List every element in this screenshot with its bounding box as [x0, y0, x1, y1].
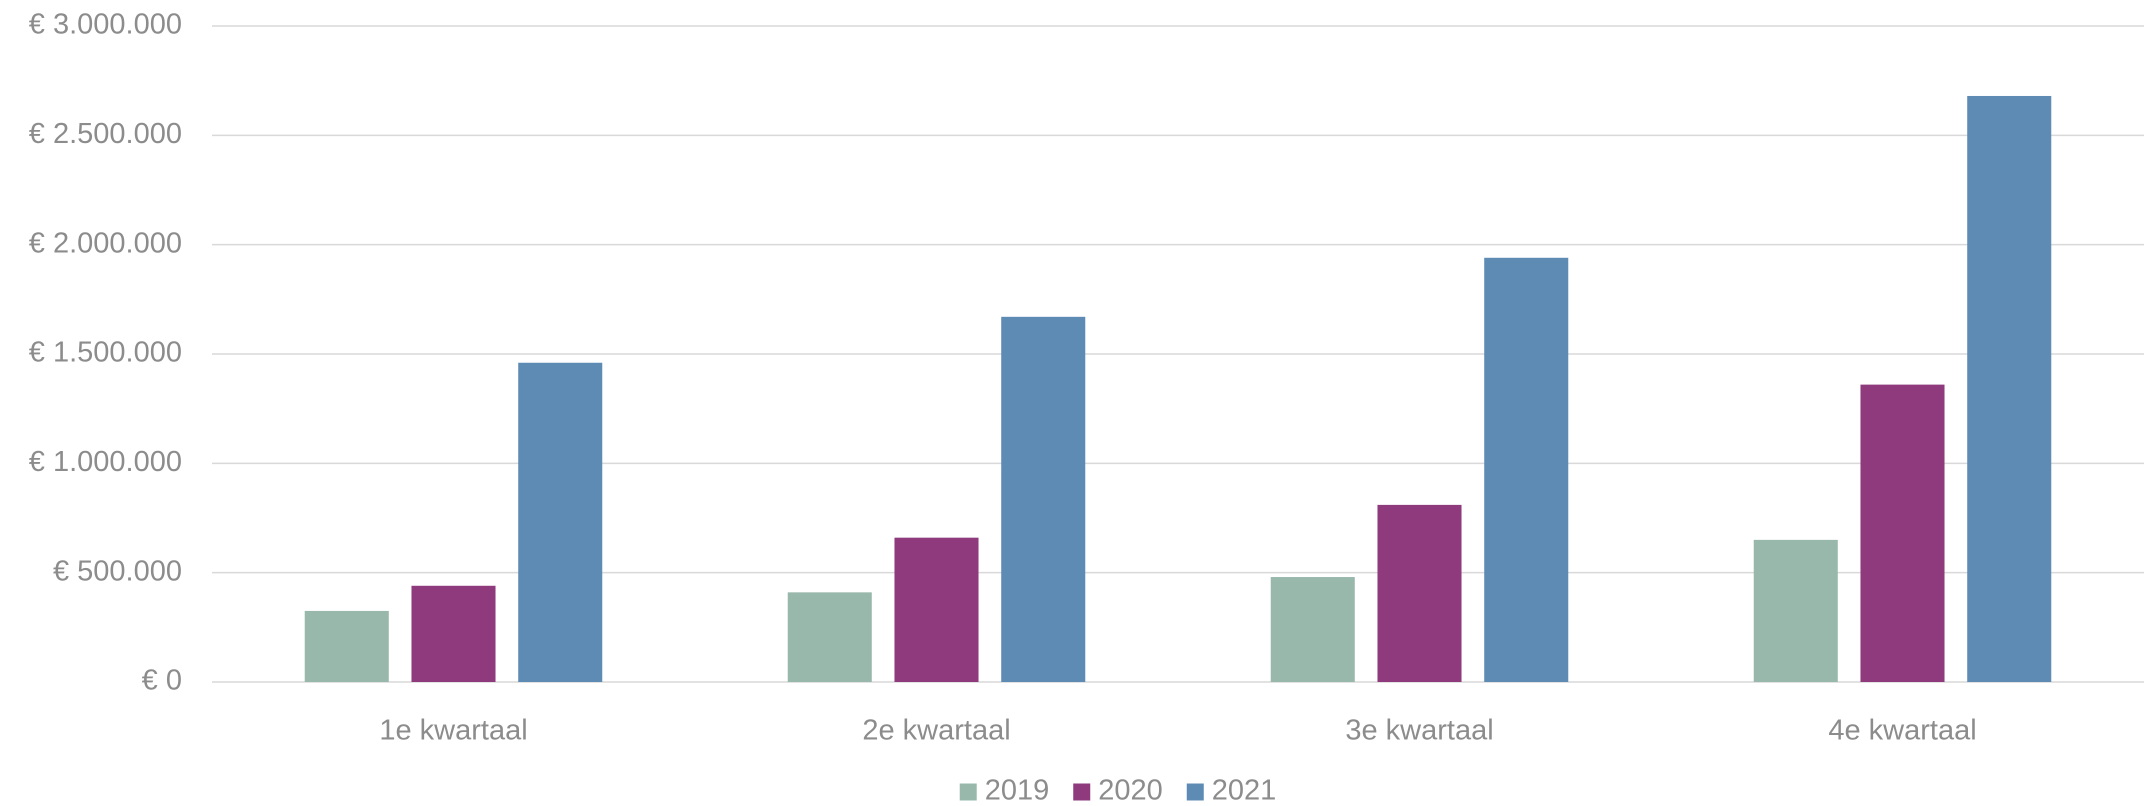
bar	[518, 362, 603, 682]
y-tick-label: € 500.000	[53, 555, 182, 587]
y-tick-label: € 1.000.000	[29, 446, 182, 478]
bar	[1377, 504, 1462, 682]
x-tick-label: 1e kwartaal	[379, 715, 527, 747]
bar	[1753, 539, 1838, 682]
y-tick-label: € 0	[142, 665, 182, 697]
bar	[411, 585, 496, 682]
bar	[1001, 316, 1086, 682]
y-tick-label: € 3.000.000	[29, 9, 182, 41]
x-tick-label: 3e kwartaal	[1345, 715, 1493, 747]
y-tick-label: € 1.500.000	[29, 337, 182, 369]
x-tick-label: 2e kwartaal	[862, 715, 1010, 747]
legend-swatch	[959, 783, 977, 801]
legend-label: 2020	[1098, 775, 1163, 806]
bar	[304, 610, 389, 682]
x-tick-label: 4e kwartaal	[1828, 715, 1976, 747]
legend-swatch	[1073, 783, 1091, 801]
bar	[1860, 384, 1945, 682]
bar	[1484, 257, 1569, 682]
legend-label: 2021	[1212, 775, 1277, 806]
bar	[787, 592, 872, 682]
y-tick-label: € 2.000.000	[29, 227, 182, 259]
y-tick-label: € 2.500.000	[29, 118, 182, 150]
bar	[1967, 95, 2052, 683]
legend-label: 2019	[985, 775, 1050, 806]
legend-swatch	[1186, 783, 1204, 801]
bar	[1270, 577, 1355, 682]
bar	[894, 537, 979, 682]
